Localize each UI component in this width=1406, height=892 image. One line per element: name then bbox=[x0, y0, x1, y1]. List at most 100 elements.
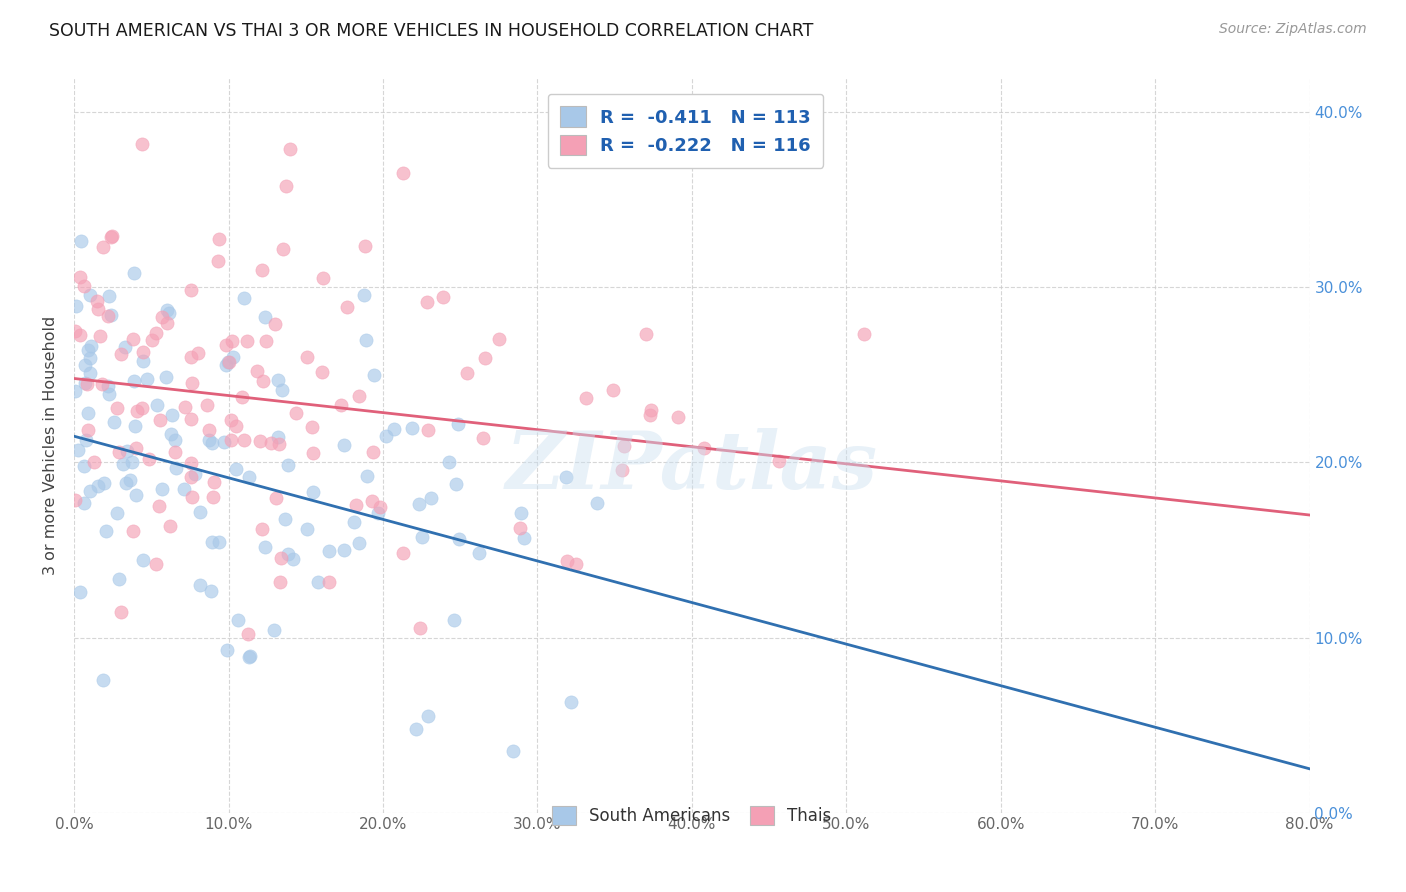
Point bbox=[444, 477, 467, 491]
Point bbox=[69, 327, 91, 342]
Point bbox=[221, 350, 243, 364]
Point bbox=[246, 364, 269, 378]
Point bbox=[202, 490, 225, 504]
Point bbox=[75, 433, 97, 447]
Point bbox=[307, 574, 329, 589]
Point bbox=[212, 434, 235, 449]
Point bbox=[281, 552, 304, 566]
Point bbox=[146, 399, 169, 413]
Point bbox=[301, 419, 323, 434]
Point bbox=[150, 310, 173, 324]
Point bbox=[118, 473, 141, 487]
Point bbox=[271, 383, 294, 397]
Point bbox=[160, 426, 183, 441]
Point bbox=[87, 479, 110, 493]
Point bbox=[188, 578, 211, 592]
Point bbox=[768, 454, 790, 468]
Point bbox=[83, 455, 105, 469]
Point bbox=[65, 299, 87, 313]
Point bbox=[73, 459, 96, 474]
Point bbox=[208, 232, 231, 246]
Point bbox=[401, 421, 423, 435]
Point bbox=[125, 404, 148, 418]
Point bbox=[418, 708, 440, 723]
Point bbox=[124, 419, 146, 434]
Point bbox=[195, 398, 218, 412]
Point bbox=[186, 346, 208, 360]
Point bbox=[198, 423, 221, 437]
Point bbox=[418, 424, 440, 438]
Point bbox=[411, 530, 433, 544]
Point bbox=[347, 389, 370, 403]
Point bbox=[416, 295, 439, 310]
Point bbox=[91, 376, 114, 391]
Point bbox=[217, 642, 239, 657]
Point bbox=[215, 358, 238, 372]
Point bbox=[446, 417, 468, 431]
Point bbox=[225, 418, 247, 433]
Point bbox=[472, 431, 495, 445]
Point bbox=[260, 435, 283, 450]
Point bbox=[575, 391, 598, 405]
Point bbox=[666, 410, 689, 425]
Point bbox=[188, 505, 211, 519]
Point bbox=[301, 484, 323, 499]
Point bbox=[277, 548, 299, 562]
Point bbox=[488, 332, 510, 346]
Point bbox=[121, 524, 143, 538]
Point bbox=[512, 531, 534, 545]
Point bbox=[69, 584, 91, 599]
Point bbox=[145, 326, 167, 341]
Point bbox=[110, 347, 132, 361]
Point bbox=[75, 376, 97, 391]
Point bbox=[89, 329, 111, 343]
Point bbox=[79, 339, 101, 353]
Point bbox=[408, 497, 430, 511]
Point bbox=[91, 673, 114, 687]
Point bbox=[510, 506, 533, 520]
Point bbox=[201, 534, 224, 549]
Point bbox=[69, 269, 91, 284]
Point bbox=[250, 262, 273, 277]
Point bbox=[180, 283, 202, 297]
Point bbox=[361, 494, 384, 508]
Point bbox=[180, 470, 202, 484]
Point bbox=[278, 142, 301, 156]
Point bbox=[368, 500, 391, 515]
Point bbox=[270, 551, 292, 566]
Point bbox=[180, 411, 202, 425]
Point bbox=[215, 338, 238, 352]
Point bbox=[122, 374, 145, 388]
Point bbox=[344, 498, 367, 512]
Point bbox=[115, 476, 138, 491]
Point bbox=[138, 452, 160, 467]
Point bbox=[375, 429, 398, 443]
Point bbox=[105, 507, 128, 521]
Point bbox=[66, 442, 89, 457]
Point bbox=[156, 303, 179, 318]
Point bbox=[554, 470, 576, 484]
Point bbox=[612, 463, 634, 477]
Point bbox=[136, 371, 159, 385]
Point bbox=[184, 467, 207, 481]
Point bbox=[76, 376, 98, 391]
Point bbox=[318, 575, 340, 590]
Point bbox=[274, 512, 297, 526]
Point bbox=[252, 374, 274, 388]
Point bbox=[392, 167, 415, 181]
Point bbox=[132, 353, 155, 368]
Point bbox=[267, 373, 290, 387]
Point bbox=[156, 316, 179, 330]
Point bbox=[447, 532, 470, 546]
Point bbox=[77, 423, 100, 437]
Point bbox=[108, 572, 131, 586]
Point bbox=[264, 317, 287, 331]
Point bbox=[79, 351, 101, 366]
Point bbox=[97, 309, 120, 323]
Point bbox=[302, 446, 325, 460]
Point bbox=[391, 546, 413, 560]
Point bbox=[181, 376, 204, 391]
Point bbox=[207, 254, 229, 268]
Point bbox=[354, 333, 377, 347]
Point bbox=[432, 290, 454, 304]
